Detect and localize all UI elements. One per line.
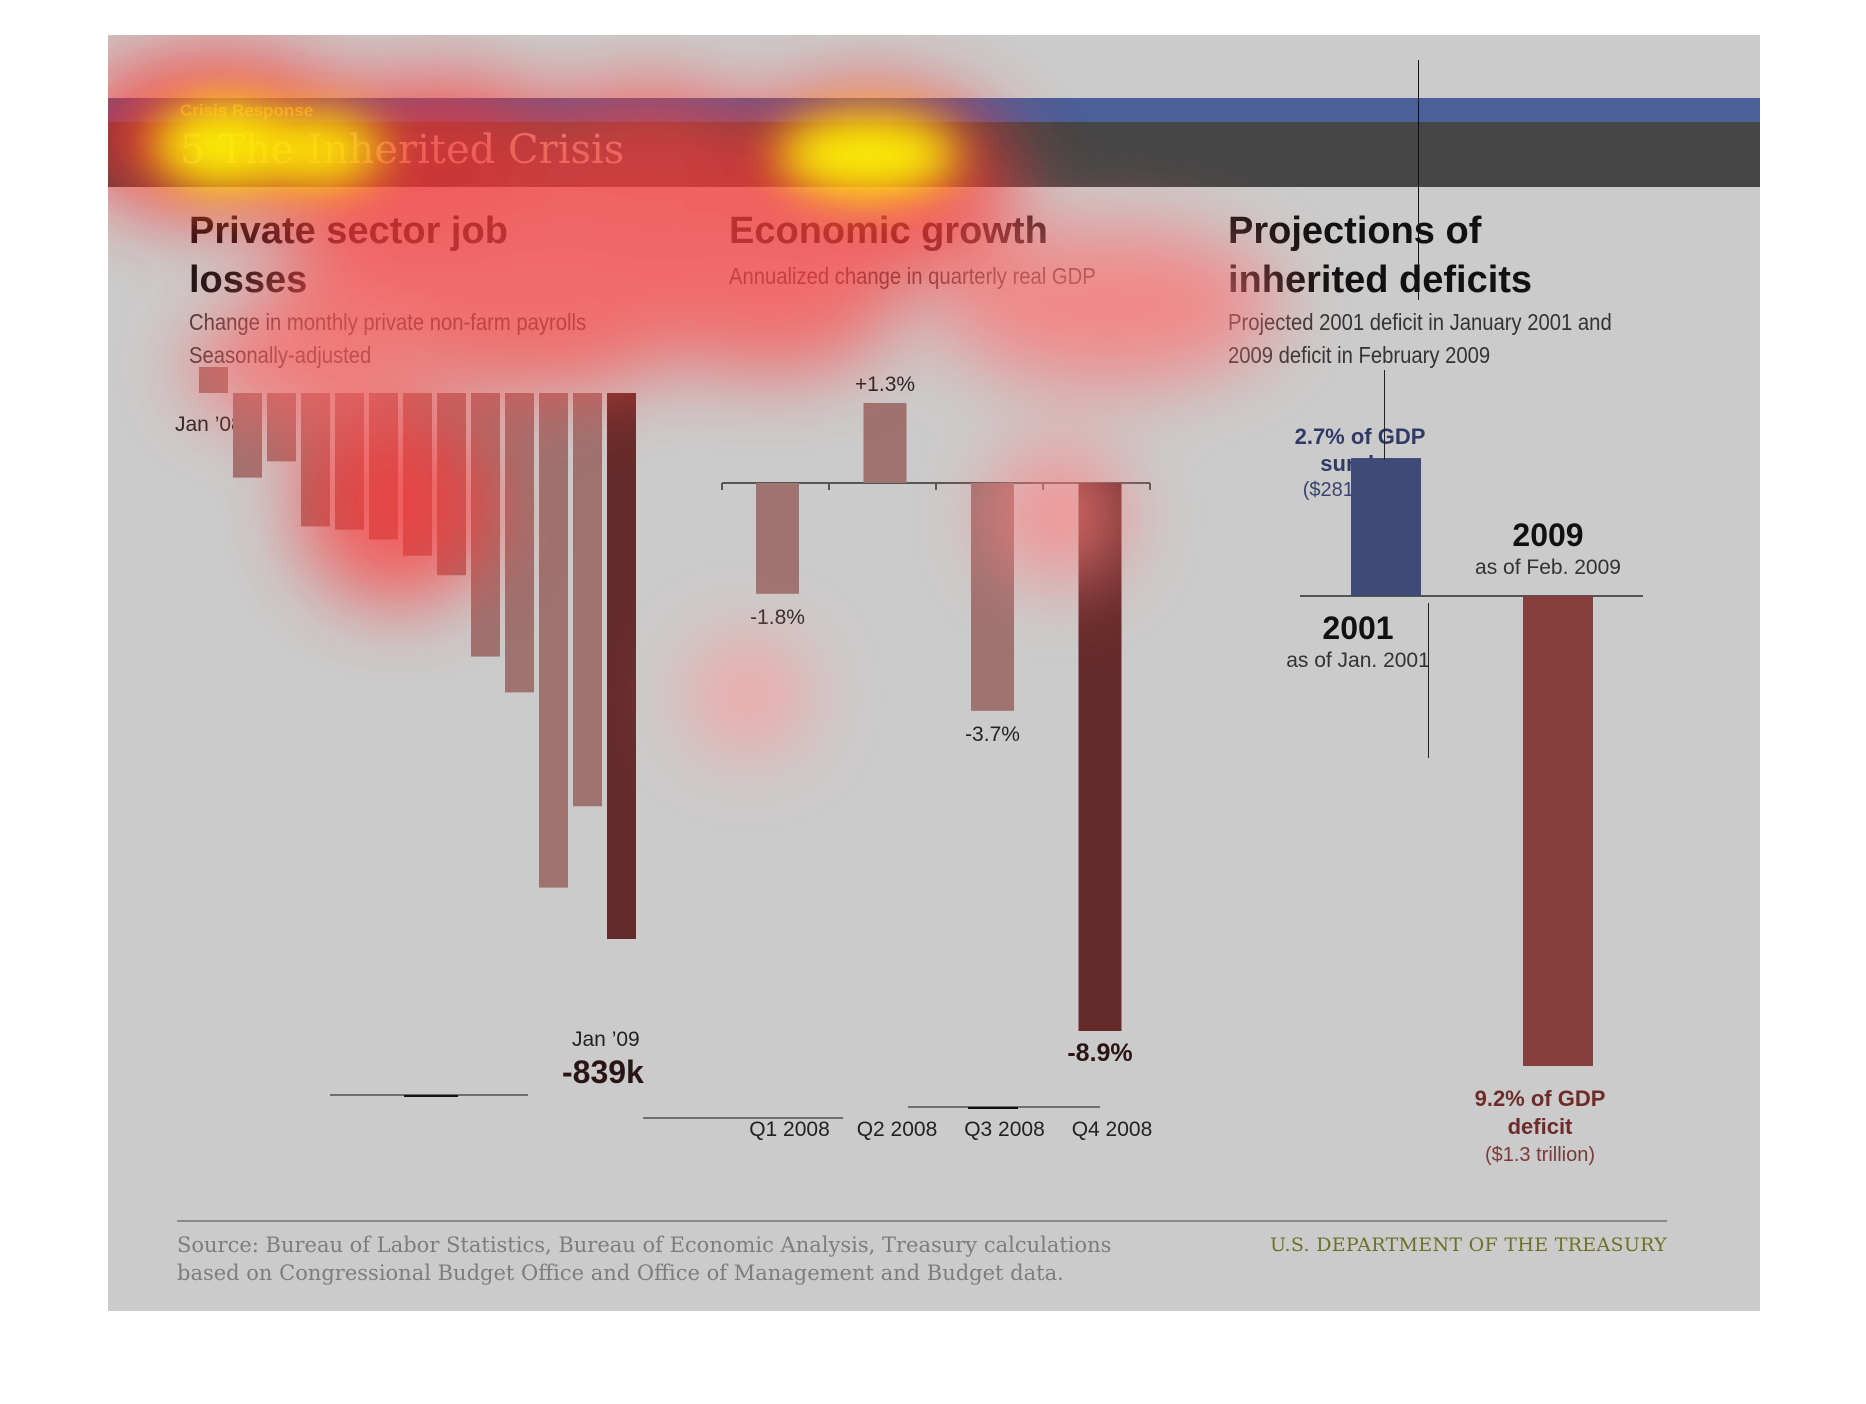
gdp-bar [863,402,907,483]
job-bar [301,393,330,527]
gdp-bar [1078,483,1122,1031]
deficit-label-line2: deficit [1507,1114,1573,1139]
annotation-line-mid [1384,370,1385,460]
footer-rule [177,1220,1667,1222]
annotation-line-top [1418,60,1419,300]
gdp-data-label: +1.3% [855,373,915,396]
year-2001-label: 2001 as of Jan. 2001 [1258,610,1458,673]
deficit-title-line2: inherited deficits [1228,259,1533,301]
job-bar [199,366,228,393]
department-logo-text: U.S. DEPARTMENT OF THE TREASURY [1269,1234,1667,1256]
job-bar [437,393,466,576]
deficit-label: 9.2% of GDP deficit ($1.3 trillion) [1430,1085,1650,1169]
deficit-label-line1: 9.2% of GDP [1474,1086,1606,1111]
gdp-category-label: Q2 2008 [857,1118,938,1141]
job-bar [233,393,262,478]
job-bar [267,393,296,462]
job-bar [369,393,398,540]
charts-canvas: -1.8% Q1 2008 +1.3% Q2 2008 -3.7% Q3 2008 -8.9… [199,366,1643,1141]
annotation-line-low [1428,603,1429,758]
deficit-subtitle-line1: Projected 2001 deficit in January 2001 a… [1228,309,1612,335]
gdp-category-label: Q4 2008 [1072,1118,1153,1141]
job-bar [505,393,534,693]
job-bar [335,393,364,530]
surplus-label-line1: 2.7% of GDP [1294,424,1426,449]
source-note: Source: Bureau of Labor Statistics, Bure… [177,1231,1177,1287]
deficit-title: Projections of inherited deficits [1228,207,1532,305]
slide: Crisis Response 5 The Inherited Crisis P… [108,35,1760,1311]
gdp-category-label: Q3 2008 [964,1118,1045,1141]
source-line2: based on Congressional Budget Office and… [177,1261,1064,1285]
year-2009: 2009 [1512,517,1584,553]
source-line1: Source: Bureau of Labor Statistics, Bure… [177,1233,1112,1257]
gdp-category-label: Q1 2008 [749,1118,830,1141]
jobs-end-value: -839k [562,1054,644,1090]
job-bar [573,393,602,807]
gdp-data-label: -3.7% [965,723,1020,746]
year-2001-note: as of Jan. 2001 [1286,649,1430,672]
gdp-bar [756,483,799,594]
year-2009-label: 2009 as of Feb. 2009 [1448,517,1648,580]
deficit-amount: ($1.3 trillion) [1484,1144,1596,1166]
job-bar [607,393,636,939]
gdp-data-label: -8.9% [1067,1039,1132,1067]
job-bar [539,393,568,888]
surplus-bar [1351,458,1421,596]
year-2009-note: as of Feb. 2009 [1475,556,1621,579]
job-bar [403,393,432,556]
job-bar [471,393,500,657]
jobs-end-label: Jan ’09 [572,1028,640,1051]
year-2001: 2001 [1322,610,1394,646]
deficit-bar [1523,596,1593,1066]
gdp-bar [971,483,1014,711]
gdp-data-label: -1.8% [750,606,805,629]
